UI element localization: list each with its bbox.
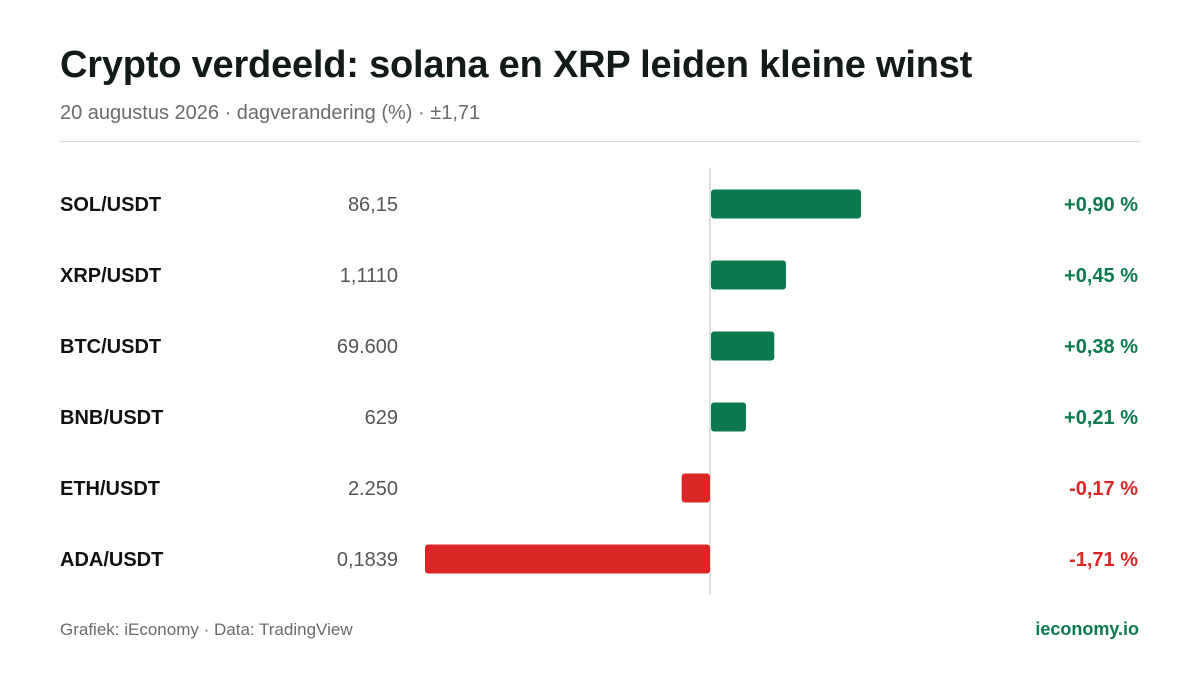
bar [681, 473, 710, 503]
value-label: -1,71 % [1069, 549, 1138, 571]
price-label: 1,1110 [340, 265, 398, 287]
bar [711, 331, 775, 361]
value-label: -0,17 % [1069, 478, 1138, 500]
category-label: SOL/USDT [60, 194, 161, 216]
price-label: 629 [365, 407, 398, 429]
bar [711, 402, 746, 432]
price-label: 69.600 [337, 336, 398, 358]
price-label: 86,15 [348, 194, 398, 216]
value-label: +0,38 % [1064, 336, 1138, 358]
header-divider [60, 141, 1140, 142]
category-label: XRP/USDT [60, 265, 161, 287]
source-text: Data: TradingView [214, 620, 353, 639]
value-label: +0,45 % [1064, 265, 1138, 287]
credit-text: Grafiek: iEconomy [60, 620, 199, 639]
category-label: BNB/USDT [60, 407, 163, 429]
bar [425, 544, 710, 574]
chart-subtitle: 20 augustus 2026 · dagverandering (%) · … [60, 102, 481, 124]
category-label: ADA/USDT [60, 549, 163, 571]
price-label: 2.250 [348, 478, 398, 500]
value-label: +0,21 % [1064, 407, 1138, 429]
category-label: BTC/USDT [60, 336, 161, 358]
credit-separator: · [198, 620, 214, 639]
bar [711, 260, 786, 290]
category-label: ETH/USDT [60, 478, 160, 500]
price-label: 0,1839 [337, 549, 398, 571]
footer-credit: Grafiek: iEconomy · Data: TradingView [60, 620, 353, 640]
bar [711, 189, 861, 219]
chart-title: Crypto verdeeld: solana en XRP leiden kl… [60, 44, 973, 86]
site-link[interactable]: ieconomy.io [1035, 619, 1139, 639]
value-label: +0,90 % [1064, 194, 1138, 216]
